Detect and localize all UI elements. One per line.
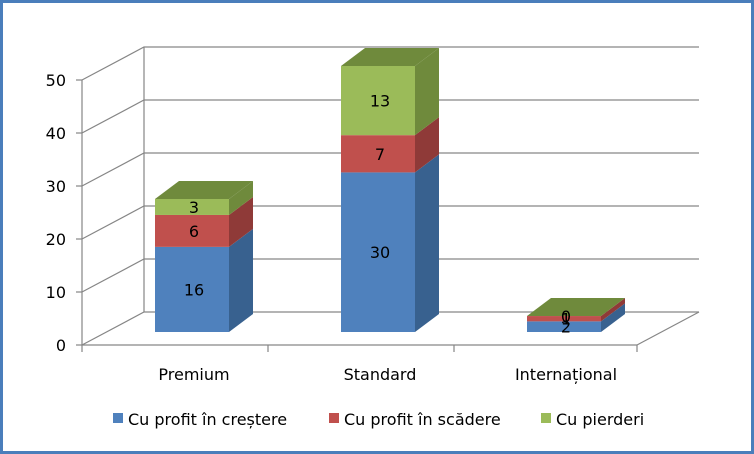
data-label: 7 [375,145,385,164]
y-tick-label: 10 [46,283,66,302]
legend-item: Cu profit în creștere [113,410,287,429]
bar-segment [155,181,253,215]
y-axis: 0 10 20 30 40 50 [46,71,82,355]
gridline-20 [81,205,699,240]
data-label: 2 [561,318,571,337]
gridline-50 [81,46,699,81]
bar-side [415,117,439,173]
bar-front [341,66,415,136]
bar-segment [341,154,439,332]
bar-segment [527,298,625,322]
legend-swatch [329,413,339,423]
data-label: 3 [189,198,199,217]
gridline-0 [81,311,699,346]
legend-label: Cu profit în creștere [128,410,287,429]
gridline-30 [81,152,699,187]
y-tick-label: 20 [46,230,66,249]
bar-front [155,214,229,247]
bar-side [229,196,253,247]
data-label: 0 [561,307,571,326]
data-label: 1 [561,310,571,329]
gridlines [81,46,699,346]
bar-front [155,199,229,215]
x-category-label: Internațional [515,365,617,384]
bar-front [341,172,415,332]
bars: 16 6 3 30 7 13 210 [155,48,625,337]
data-label: 30 [370,243,390,262]
y-tick-label: 0 [56,336,66,355]
data-label: 6 [189,222,199,241]
bar-side [415,154,439,332]
bar-side [415,48,439,136]
bar-top [527,298,625,317]
x-category-label: Standard [344,365,417,384]
bar-segment [341,48,439,136]
legend-label: Cu pierderi [556,410,644,429]
bar-side [601,303,625,332]
bar-front [341,135,415,173]
x-category-label: Premium [158,365,229,384]
floor-right-edge [636,311,700,346]
bar-segment [341,117,439,173]
bar-side [601,298,625,322]
data-label: 16 [184,280,204,299]
y-tick-label: 30 [46,177,66,196]
bar-top [341,48,439,66]
legend-item: Cu profit în scădere [329,410,501,429]
gridline-40 [81,99,699,134]
legend: Cu profit în creștere Cu profit în scăder… [113,410,644,429]
bar-segment [155,196,253,247]
y-tick-label: 50 [46,71,66,90]
legend-swatch [541,413,551,423]
legend-item: Cu pierderi [541,410,644,429]
legend-swatch [113,413,123,423]
bar-front [527,321,601,332]
bar-front [155,246,229,332]
legend-label: Cu profit în scădere [344,410,501,429]
bar-front [527,316,601,322]
y-tick-label: 40 [46,124,66,143]
bar-side [229,181,253,215]
data-label: 13 [370,92,390,111]
bar-side [229,228,253,332]
bar-segment [527,303,625,332]
bar-segment [155,228,253,332]
chart-walls [81,47,700,346]
gridline-10 [81,258,699,293]
x-axis: Premium Standard Internațional [81,345,638,384]
bar-top [155,181,253,199]
